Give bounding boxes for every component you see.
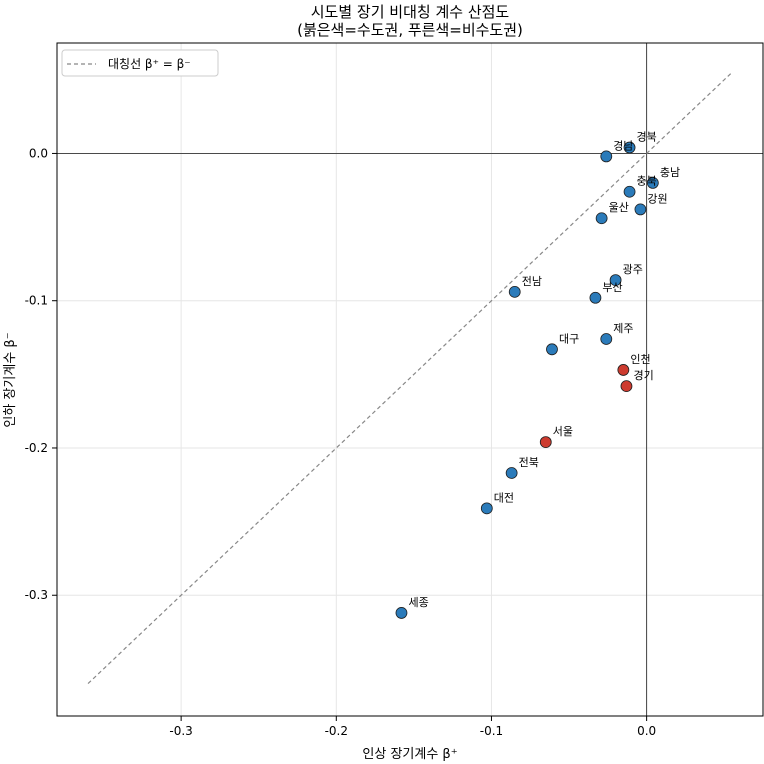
point-label: 전북	[519, 456, 539, 469]
point-label: 전남	[522, 275, 542, 288]
plot-area-frame	[56, 42, 764, 717]
x-tick-label: 0.0	[637, 724, 656, 738]
point-label: 제주	[613, 322, 633, 335]
data-point	[480, 502, 493, 515]
chart-title: 시도별 장기 비대칭 계수 산점도	[311, 3, 510, 21]
data-point	[600, 150, 613, 163]
x-tick-label: -0.1	[480, 724, 503, 738]
x-tick-label: -0.2	[325, 724, 348, 738]
reference-lines	[57, 43, 763, 716]
x-axis-ticks: -0.3 -0.2 -0.1 0.0	[169, 716, 656, 738]
point-label: 대구	[559, 332, 579, 345]
data-point	[600, 333, 613, 345]
data-point	[546, 343, 558, 356]
point-label: 경북	[637, 131, 657, 144]
data-point	[623, 141, 636, 154]
point-label: 충남	[660, 166, 680, 179]
point-label: 경남	[613, 139, 633, 152]
data-point	[620, 380, 633, 393]
legend: 대칭선 β⁺ = β⁻	[61, 49, 219, 77]
data-point	[539, 436, 552, 448]
chart-subtitle: (붉은색=수도권, 푸른색=비수도권)	[297, 21, 523, 39]
data-point	[634, 203, 647, 216]
x-axis-label: 인상 장기계수 β⁺	[362, 747, 457, 762]
data-point	[589, 291, 602, 304]
y-axis-ticks: -0.3 -0.2 -0.1 0.0	[25, 146, 57, 602]
y-tick-label: -0.1	[25, 294, 48, 308]
point-label: 부산	[602, 281, 622, 294]
y-tick-label: 0.0	[29, 146, 48, 160]
point-label: 대전	[494, 491, 514, 504]
point-label: 인천	[630, 352, 650, 366]
data-point	[623, 185, 636, 198]
data-point	[595, 212, 608, 225]
point-label: 경기	[633, 369, 653, 382]
data-point	[617, 364, 630, 376]
symmetry-line	[87, 72, 733, 685]
y-axis-label: 인하 장기계수 β⁻	[3, 332, 18, 427]
data-point	[646, 177, 659, 189]
point-label: 울산	[609, 201, 629, 214]
data-points	[395, 141, 659, 619]
data-point	[609, 274, 622, 286]
data-point	[508, 285, 521, 298]
y-tick-label: -0.3	[25, 588, 48, 602]
data-point	[395, 607, 408, 619]
point-label: 충북	[637, 175, 657, 188]
legend-label: 대칭선 β⁺ = β⁻	[108, 57, 191, 71]
y-tick-label: -0.2	[25, 441, 48, 455]
point-label: 서울	[553, 425, 573, 438]
x-tick-label: -0.3	[169, 724, 192, 738]
point-label: 세종	[408, 596, 428, 609]
point-label: 강원	[647, 192, 667, 205]
symmetry-line-group	[87, 72, 733, 685]
legend-box	[61, 49, 219, 77]
data-point	[505, 467, 518, 479]
point-label: 광주	[623, 263, 643, 276]
